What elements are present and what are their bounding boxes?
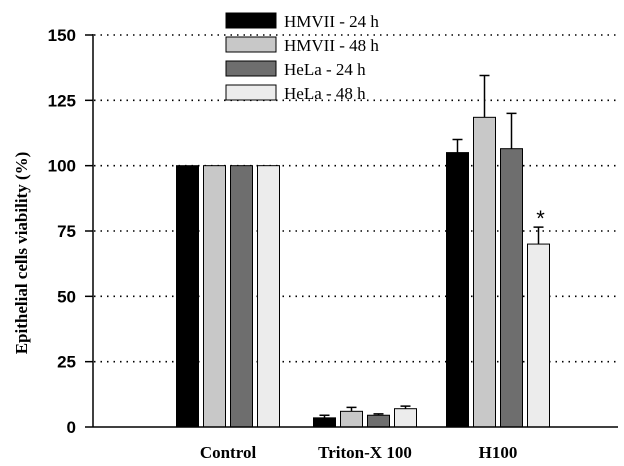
- error-bar-h100-hela-24-h: [506, 112, 517, 149]
- x-axis-ticks: Control Triton-X 100 H100: [200, 443, 518, 462]
- x-tick-label-control: Control: [200, 443, 257, 462]
- legend-label: HeLa - 24 h: [284, 60, 366, 79]
- y-tick-label-150: 150: [48, 26, 76, 45]
- y-tick-label-100: 100: [48, 157, 76, 176]
- legend-item-hela-24-h: HeLa - 24 h: [225, 60, 366, 79]
- x-tick-label-h100: H100: [479, 443, 518, 462]
- bar-triton-x-100-hmvii-24-h: [313, 417, 336, 428]
- bar-h100-hmvii-24-h: [446, 152, 469, 428]
- bar-h100-hela-24-h: [500, 148, 523, 428]
- bar-triton-x-100-hela-24-h: [367, 414, 390, 428]
- legend-swatch: [225, 60, 277, 77]
- bar-control-hmvii-24-h: [176, 165, 199, 428]
- bars: [176, 116, 550, 428]
- error-bar-h100-hela-48-h: [533, 226, 544, 245]
- legend-swatch: [225, 36, 277, 53]
- error-bar-triton-x-100-hela-48-h: [400, 405, 411, 409]
- y-tick-label-125: 125: [48, 91, 76, 110]
- error-bar-h100-hmvii-48-h: [479, 74, 490, 118]
- error-bar-h100-hmvii-24-h: [452, 138, 463, 153]
- y-axis-title: Epithelial cells viability (%): [12, 152, 31, 355]
- legend-item-hela-48-h: HeLa - 48 h: [225, 84, 366, 103]
- legend-label: HMVII - 48 h: [284, 36, 379, 55]
- x-tick-label-triton-x-100: Triton-X 100: [318, 443, 412, 462]
- bar-control-hela-24-h: [230, 165, 253, 428]
- error-bar-triton-x-100-hela-24-h: [373, 413, 384, 416]
- y-tick-label-25: 25: [57, 353, 76, 372]
- legend-swatch: [225, 84, 277, 101]
- legend: HMVII - 24 h HMVII - 48 h HeLa - 24 h HeLa …: [225, 12, 379, 103]
- y-tick-label-75: 75: [57, 222, 76, 241]
- legend-swatch: [225, 12, 277, 29]
- y-tick-label-0: 0: [67, 418, 76, 437]
- bar-h100-hela-48-h: [527, 243, 550, 428]
- y-tick-label-50: 50: [57, 287, 76, 306]
- bar-control-hela-48-h: [257, 165, 280, 428]
- bar-triton-x-100-hmvii-48-h: [340, 410, 363, 428]
- legend-label: HMVII - 24 h: [284, 12, 379, 31]
- bar-triton-x-100-hela-48-h: [394, 408, 417, 428]
- legend-label: HeLa - 48 h: [284, 84, 366, 103]
- legend-item-hmvii-48-h: HMVII - 48 h: [225, 36, 379, 55]
- error-bars: [319, 74, 544, 418]
- error-bar-triton-x-100-hmvii-24-h: [319, 414, 330, 418]
- y-axis-ticks: 0 25 50 75 100 125 150: [48, 26, 93, 437]
- bar-h100-hmvii-48-h: [473, 116, 496, 428]
- bar-control-hmvii-48-h: [203, 165, 226, 428]
- error-bar-triton-x-100-hmvii-48-h: [346, 406, 357, 412]
- annotations: *: [536, 206, 545, 231]
- significance-marker: *: [536, 206, 545, 231]
- legend-item-hmvii-24-h: HMVII - 24 h: [225, 12, 379, 31]
